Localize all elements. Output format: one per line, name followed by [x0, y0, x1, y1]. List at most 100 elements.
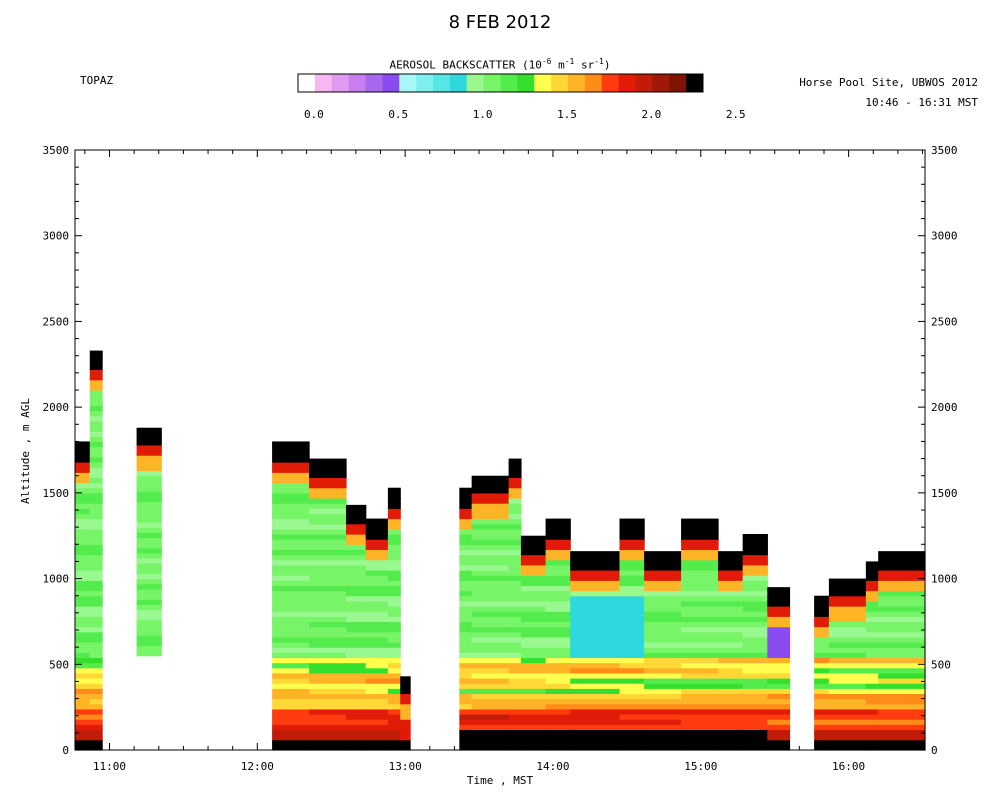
heatmap-cell	[471, 487, 510, 494]
heatmap-cell	[508, 492, 522, 499]
colorbar-exp3: -1	[594, 57, 604, 66]
heatmap-cell	[619, 580, 645, 587]
heatmap-cell	[346, 580, 367, 587]
heatmap-cell	[387, 508, 401, 515]
heatmap-cell	[309, 647, 347, 653]
colorbar-tick-label: 1.5	[557, 108, 577, 121]
heatmap-cell	[545, 544, 571, 551]
heatmap-cell	[346, 621, 367, 628]
colorbar-swatch	[686, 74, 704, 92]
heatmap-cell	[346, 698, 367, 705]
heatmap-cell	[459, 616, 473, 623]
heatmap-cell	[828, 631, 867, 638]
heatmap-cell	[828, 698, 867, 705]
heatmap-cell	[878, 554, 926, 561]
heatmap-cell	[545, 708, 571, 715]
heatmap-cell	[718, 693, 744, 700]
heatmap-cell	[89, 400, 103, 407]
heatmap-cell	[767, 703, 791, 710]
heatmap-cell	[570, 554, 621, 561]
heatmap-cell	[400, 683, 411, 689]
heatmap-cell	[619, 724, 645, 731]
heatmap-cell	[865, 590, 879, 597]
heatmap-cell	[681, 719, 719, 725]
heatmap-cell	[136, 619, 162, 626]
heatmap-cell	[75, 606, 91, 612]
heatmap-cell	[878, 714, 926, 720]
heatmap-cell	[346, 595, 367, 602]
heatmap-cell	[89, 739, 103, 746]
heatmap-cell	[644, 657, 682, 664]
heatmap-cell	[767, 724, 791, 731]
y-tick-label-right: 0	[931, 744, 938, 757]
heatmap-cell	[718, 672, 744, 679]
plot-frame	[74, 149, 926, 751]
heatmap-cell	[75, 523, 91, 530]
heatmap-cell	[365, 528, 389, 535]
heatmap-cell	[89, 498, 103, 504]
heatmap-cell	[681, 647, 719, 653]
heatmap-cell	[681, 575, 719, 581]
heatmap-cell	[520, 575, 547, 581]
heatmap-cell	[75, 498, 91, 504]
heatmap-cell	[742, 564, 768, 571]
heatmap-cell	[136, 460, 162, 467]
heatmap-cell	[718, 570, 744, 576]
heatmap-cell	[644, 672, 682, 679]
heatmap-cell	[681, 642, 719, 648]
heatmap-cell	[644, 595, 682, 602]
heatmap-cell	[865, 662, 879, 669]
colorbar-tick-label: 1.0	[473, 108, 493, 121]
heatmap-cell	[545, 734, 571, 741]
heatmap-cell	[400, 676, 411, 679]
heatmap-cell	[570, 739, 621, 746]
heatmap-cell	[365, 575, 389, 581]
heatmap-cell	[814, 652, 830, 659]
heatmap-cell	[520, 683, 547, 689]
heatmap-cell	[309, 508, 347, 515]
heatmap-cell	[718, 698, 744, 705]
heatmap-cell	[619, 564, 645, 571]
heatmap-cell	[767, 708, 791, 715]
heatmap-cell	[387, 559, 401, 566]
heatmap-cell	[272, 446, 310, 453]
heatmap-cell	[471, 549, 510, 556]
heatmap-cell	[400, 698, 411, 705]
heatmap-cell	[619, 626, 645, 633]
heatmap-cell	[459, 729, 473, 736]
heatmap-cell	[75, 662, 91, 669]
heatmap-cell	[508, 564, 522, 571]
heatmap-cell	[545, 523, 571, 530]
heatmap-cell	[89, 395, 103, 401]
heatmap-cell	[681, 688, 719, 695]
heatmap-cell	[508, 472, 522, 479]
heatmap-cell	[89, 518, 103, 525]
heatmap-cell	[865, 580, 879, 587]
heatmap-cell	[619, 739, 645, 746]
heatmap-cell	[644, 631, 682, 638]
heatmap-cell	[471, 544, 510, 551]
heatmap-cell	[865, 600, 879, 607]
heatmap-cell	[718, 559, 744, 566]
heatmap-cell	[718, 734, 744, 741]
heatmap-cell	[681, 606, 719, 612]
heatmap-cell	[136, 527, 162, 533]
heatmap-cell	[742, 683, 768, 689]
heatmap-cell	[828, 703, 867, 710]
y-tick-label: 0	[62, 744, 69, 757]
heatmap-cell	[718, 719, 744, 725]
heatmap-cell	[346, 636, 367, 643]
heatmap-cell	[742, 554, 768, 561]
heatmap-cell	[75, 611, 91, 617]
heatmap-cell	[520, 564, 547, 571]
heatmap-cell	[767, 672, 791, 679]
heatmap-cell	[508, 559, 522, 566]
heatmap-cell	[309, 458, 347, 463]
heatmap-cell	[570, 580, 621, 587]
heatmap-cell	[878, 600, 926, 607]
heatmap-cell	[878, 683, 926, 689]
x-tick-label: 14:00	[536, 760, 569, 773]
heatmap-cell	[89, 523, 103, 530]
heatmap-cell	[309, 472, 347, 479]
heatmap-cell	[309, 528, 347, 535]
